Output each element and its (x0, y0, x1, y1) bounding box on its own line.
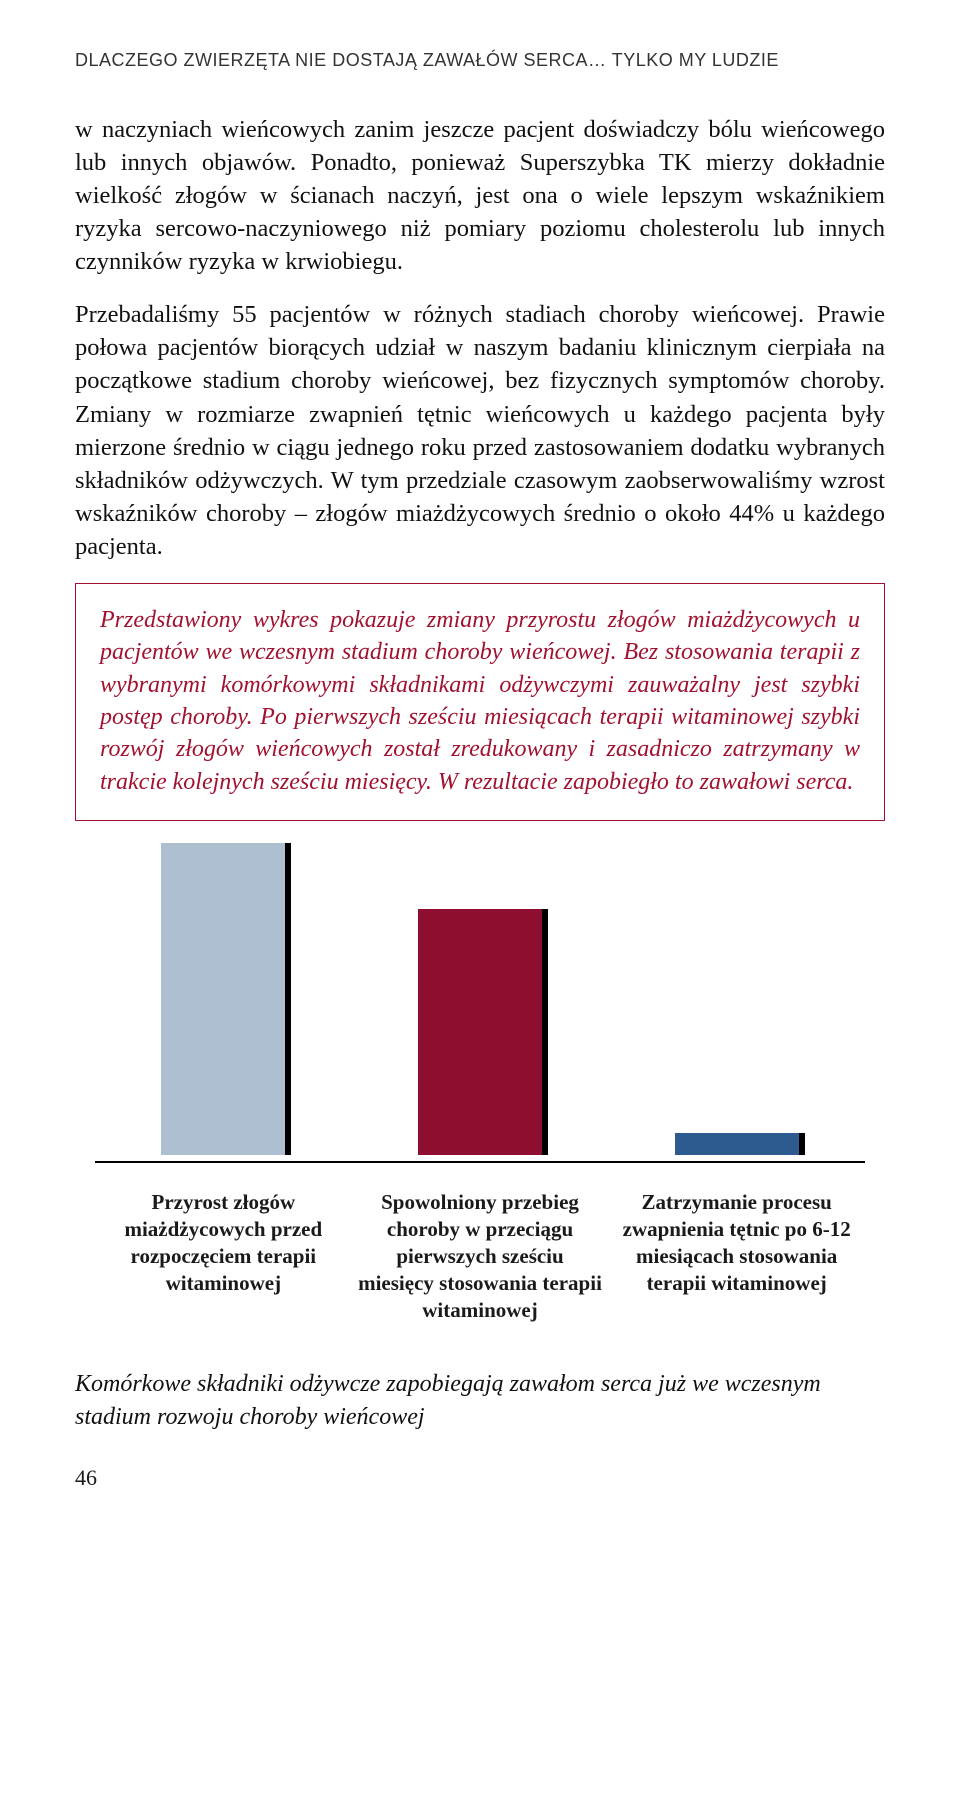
bar-slot (608, 843, 865, 1161)
callout-text: Przedstawiony wykres pokazuje zmiany prz… (100, 604, 860, 798)
chart-plot-area (95, 843, 865, 1163)
bar-face (418, 909, 542, 1155)
bar-label: Przyrost złogów miażdżycowych przed rozp… (95, 1189, 352, 1323)
footer-caption: Komórkowe składniki odżywcze zapobiegają… (75, 1368, 885, 1435)
chart-labels-row: Przyrost złogów miażdżycowych przed rozp… (95, 1189, 865, 1323)
bar-label: Spowolniony przebieg choroby w przeciągu… (352, 1189, 609, 1323)
paragraph-2: Przebadaliśmy 55 pacjentów w różnych sta… (75, 298, 885, 563)
paragraph-1: w naczyniach wieńcowych zanim jeszcze pa… (75, 113, 885, 278)
running-header: DLACZEGO ZWIERZĘTA NIE DOSTAJĄ ZAWAŁÓW S… (75, 50, 885, 71)
callout-box: Przedstawiony wykres pokazuje zmiany prz… (75, 583, 885, 821)
bar-slot (352, 843, 609, 1161)
bar (418, 915, 542, 1161)
bar-label: Zatrzymanie procesu zwapnienia tętnic po… (608, 1189, 865, 1323)
bar-chart: Przyrost złogów miażdżycowych przed rozp… (95, 843, 865, 1323)
bar-face (161, 843, 285, 1155)
bar (675, 1139, 799, 1161)
bar-face (675, 1133, 799, 1155)
page-number: 46 (75, 1465, 885, 1491)
bar (161, 849, 285, 1161)
bar-slot (95, 843, 352, 1161)
